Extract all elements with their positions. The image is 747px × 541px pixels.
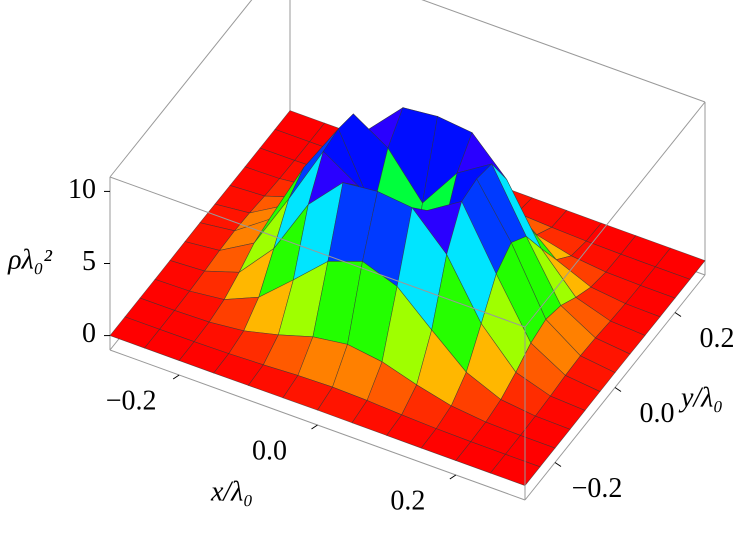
surface (109, 106, 706, 486)
x-tick-label: 0.0 (252, 435, 287, 466)
box-edge (109, 176, 526, 328)
y-axis-label: y/λ₀ (678, 382, 723, 413)
x-tick (311, 424, 318, 430)
z-axis-label: ρλ₀² (7, 244, 52, 275)
x-axis-label: x/λ₀ (210, 476, 253, 507)
y-tick-label: 0.2 (700, 323, 735, 354)
surface-patch (489, 453, 541, 486)
y-tick-label: 0.0 (640, 398, 675, 429)
y-tick (674, 312, 682, 317)
z-tick-label: 10 (68, 174, 96, 205)
x-tick-label: −0.2 (106, 385, 157, 416)
z-tick-label: 5 (82, 246, 96, 277)
x-tick (449, 474, 457, 480)
box-edge (524, 101, 706, 328)
y-tick-label: −0.2 (572, 473, 623, 504)
y-tick (614, 387, 622, 392)
z-tick-label: 0 (82, 318, 96, 349)
box-edge (421, 0, 706, 103)
x-tick-label: 0.2 (390, 485, 425, 516)
y-tick (554, 462, 562, 467)
box-edge (109, 0, 253, 178)
x-tick (172, 374, 180, 380)
